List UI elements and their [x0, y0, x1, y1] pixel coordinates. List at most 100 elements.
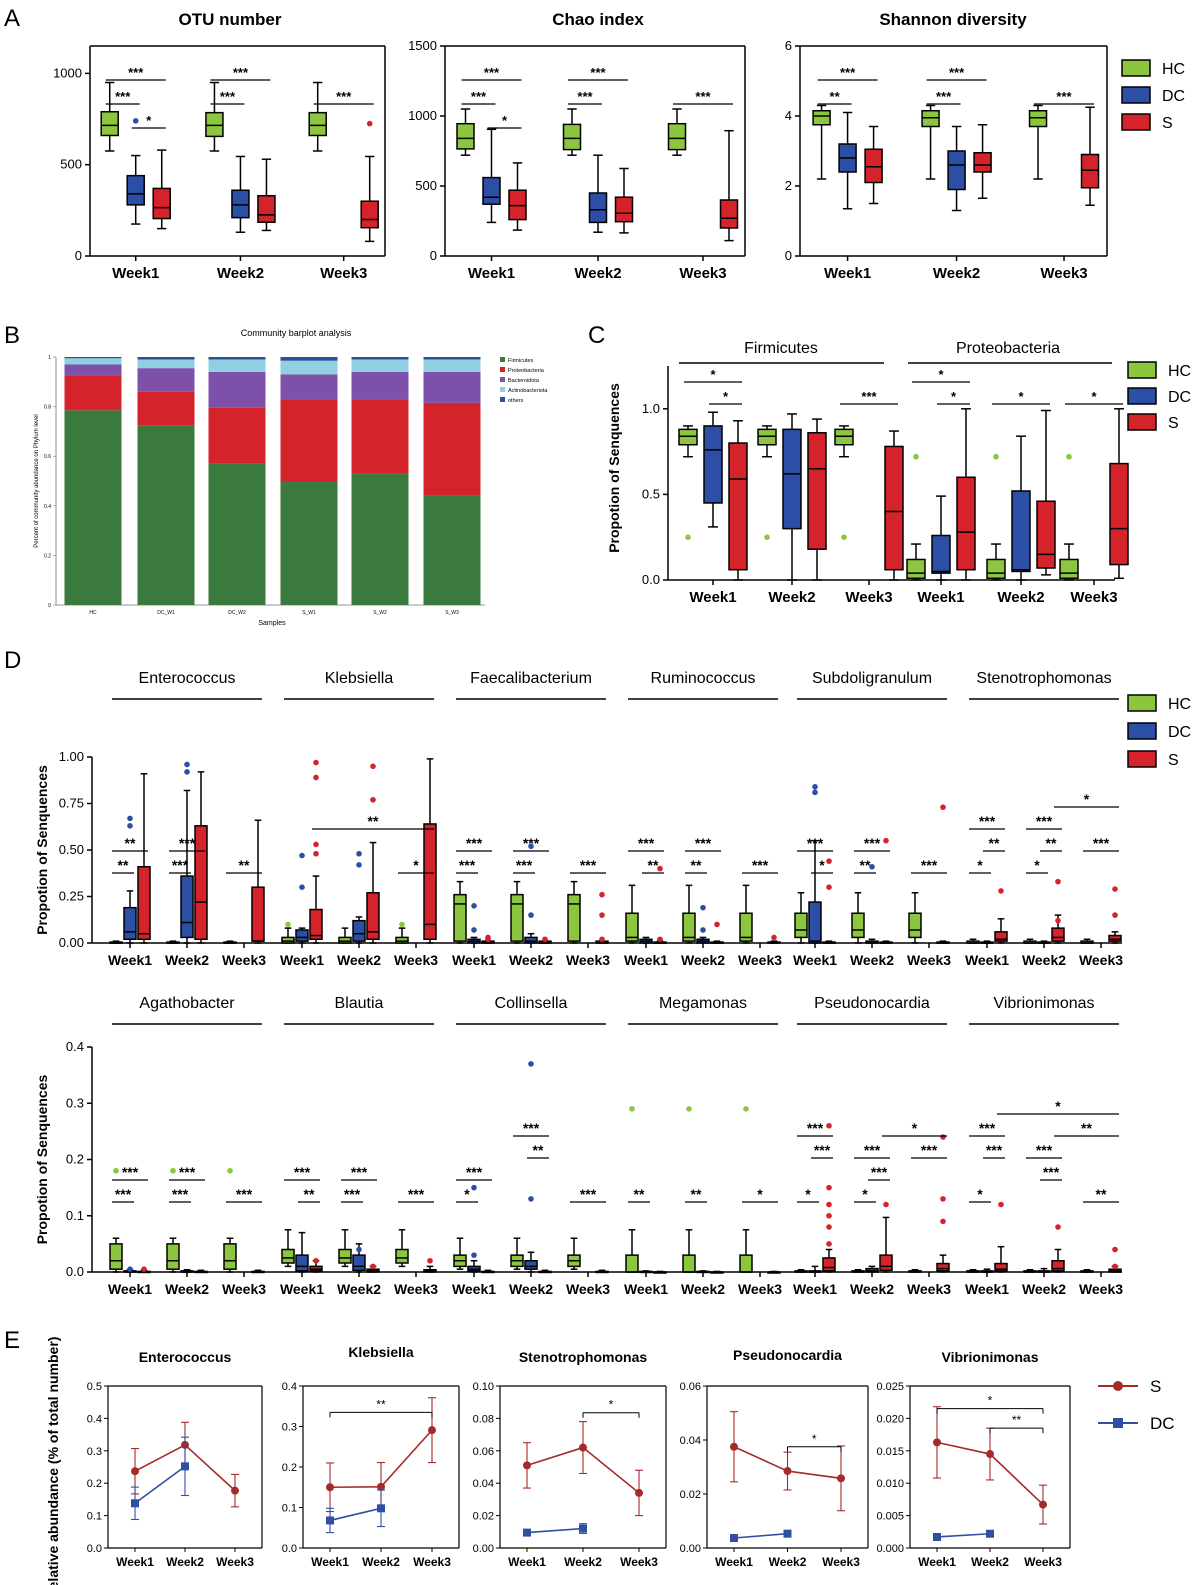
y-tick-label: 0.1 [87, 1511, 102, 1523]
x-tick-label: Week3 [216, 1555, 254, 1569]
box-HC [567, 880, 581, 944]
data-point-S [131, 1467, 139, 1476]
box-body [884, 445, 904, 571]
genus-title: Blautia [335, 995, 384, 1012]
x-tick-label: Week3 [222, 952, 266, 968]
box-body [524, 1260, 538, 1270]
box-body [1108, 934, 1122, 942]
bar-segment-others [64, 357, 122, 359]
significance-label: *** [408, 1186, 425, 1202]
x-tick-label: Week1 [311, 1555, 349, 1569]
box-S [1051, 1248, 1065, 1273]
y-tick-label: 0.00 [680, 1543, 701, 1555]
box-body [782, 428, 802, 530]
significance-label: *** [233, 65, 249, 80]
outlier-point [299, 852, 305, 859]
box-S [822, 1248, 836, 1273]
box-HC [678, 425, 698, 458]
y-tick-label: 0.08 [473, 1413, 494, 1425]
data-point-DC [523, 1528, 531, 1537]
x-tick-label: HC [89, 610, 97, 616]
significance-label: * [464, 1186, 470, 1202]
outlier-point [299, 884, 305, 890]
y-tick-label: 1000 [408, 108, 437, 123]
box-DC [588, 154, 608, 233]
significance-label: ** [634, 1186, 645, 1202]
significance-label: *** [1093, 835, 1110, 851]
outlier-point [869, 863, 875, 870]
significance-label: *** [294, 1164, 311, 1180]
bar-segment-Firmicutes [280, 481, 338, 605]
bar-segment-Actinobacteriota [208, 359, 266, 372]
box-DC [467, 936, 481, 944]
significance-label: * [951, 389, 957, 404]
box-HC [109, 1237, 123, 1273]
genus-title: Subdoligranulum [812, 670, 932, 687]
box-body [728, 442, 748, 571]
outlier-point [542, 936, 548, 943]
box-body [281, 1248, 295, 1264]
outlier-point [313, 759, 319, 766]
y-tick-label: 0.3 [87, 1446, 102, 1458]
x-tick-label: Week2 [971, 1555, 1009, 1569]
box-HC [739, 1229, 753, 1273]
bar-segment-others [423, 357, 481, 360]
box-body [338, 936, 352, 944]
genus-title: Vibrionimonas [993, 995, 1094, 1012]
x-tick-label: Week2 [509, 952, 553, 968]
x-tick-label: Week3 [320, 265, 367, 282]
data-point-DC [783, 1529, 792, 1538]
significance-label: ** [125, 835, 136, 851]
outlier-point [370, 763, 376, 770]
legend-label: others [508, 398, 524, 404]
panel-label-D: D [4, 647, 21, 674]
box-DC [126, 154, 145, 225]
box-body [703, 425, 723, 504]
significance-label: ** [989, 835, 1000, 851]
legend-swatch [500, 387, 505, 392]
box-S [481, 1269, 495, 1274]
x-tick-label: Week1 [508, 1555, 546, 1569]
y-tick-label: 0.00 [59, 935, 84, 950]
significance-label: *** [179, 835, 196, 851]
d-legend-label: DC [1168, 724, 1191, 741]
y-tick-label: 500 [415, 178, 437, 193]
data-point-DC [131, 1499, 139, 1508]
box-body [794, 912, 808, 939]
box-HC [308, 81, 327, 152]
x-tick-label: DC_W2 [228, 610, 246, 616]
y-tick-label: 0.4 [44, 504, 51, 510]
box-body [309, 908, 323, 941]
x-tick-label: Week2 [681, 952, 725, 968]
series-line-DC [936, 1532, 991, 1538]
box-body [851, 912, 865, 939]
box-HC [667, 108, 687, 156]
y-tick-label: 0.020 [876, 1413, 904, 1425]
bar-segment-others [208, 357, 266, 360]
significance-label: *** [523, 1120, 540, 1136]
box-DC [931, 495, 951, 581]
significance-label: * [502, 113, 508, 128]
stacked-bar-chart: Community barplot analysis Percent of com… [34, 328, 548, 627]
box-HC [812, 104, 831, 180]
outlier-point [356, 862, 362, 868]
box-body [994, 931, 1008, 942]
chart-title: Chao index [552, 10, 644, 29]
outlier-point [471, 927, 477, 933]
box-body [879, 1254, 893, 1272]
significance-label: *** [344, 1186, 361, 1202]
y-tick-label: 0.04 [473, 1478, 494, 1490]
box-S [1051, 914, 1065, 944]
bar-segment-others [137, 357, 195, 360]
box-body [931, 534, 951, 574]
box-DC [295, 927, 309, 944]
x-tick-label: Week1 [965, 1281, 1009, 1297]
box-S [1080, 106, 1100, 206]
x-tick-label: Week3 [413, 1555, 451, 1569]
bar-segment-Bacteroidota [137, 368, 195, 392]
c-legend-label: S [1168, 415, 1179, 432]
x-tick-label: Week3 [907, 1281, 951, 1297]
y-tick-label: 0.1 [66, 1208, 84, 1223]
y-axis-label: Propotion of Senquences [606, 383, 622, 553]
legend-label: Bacteroidota [508, 378, 540, 384]
